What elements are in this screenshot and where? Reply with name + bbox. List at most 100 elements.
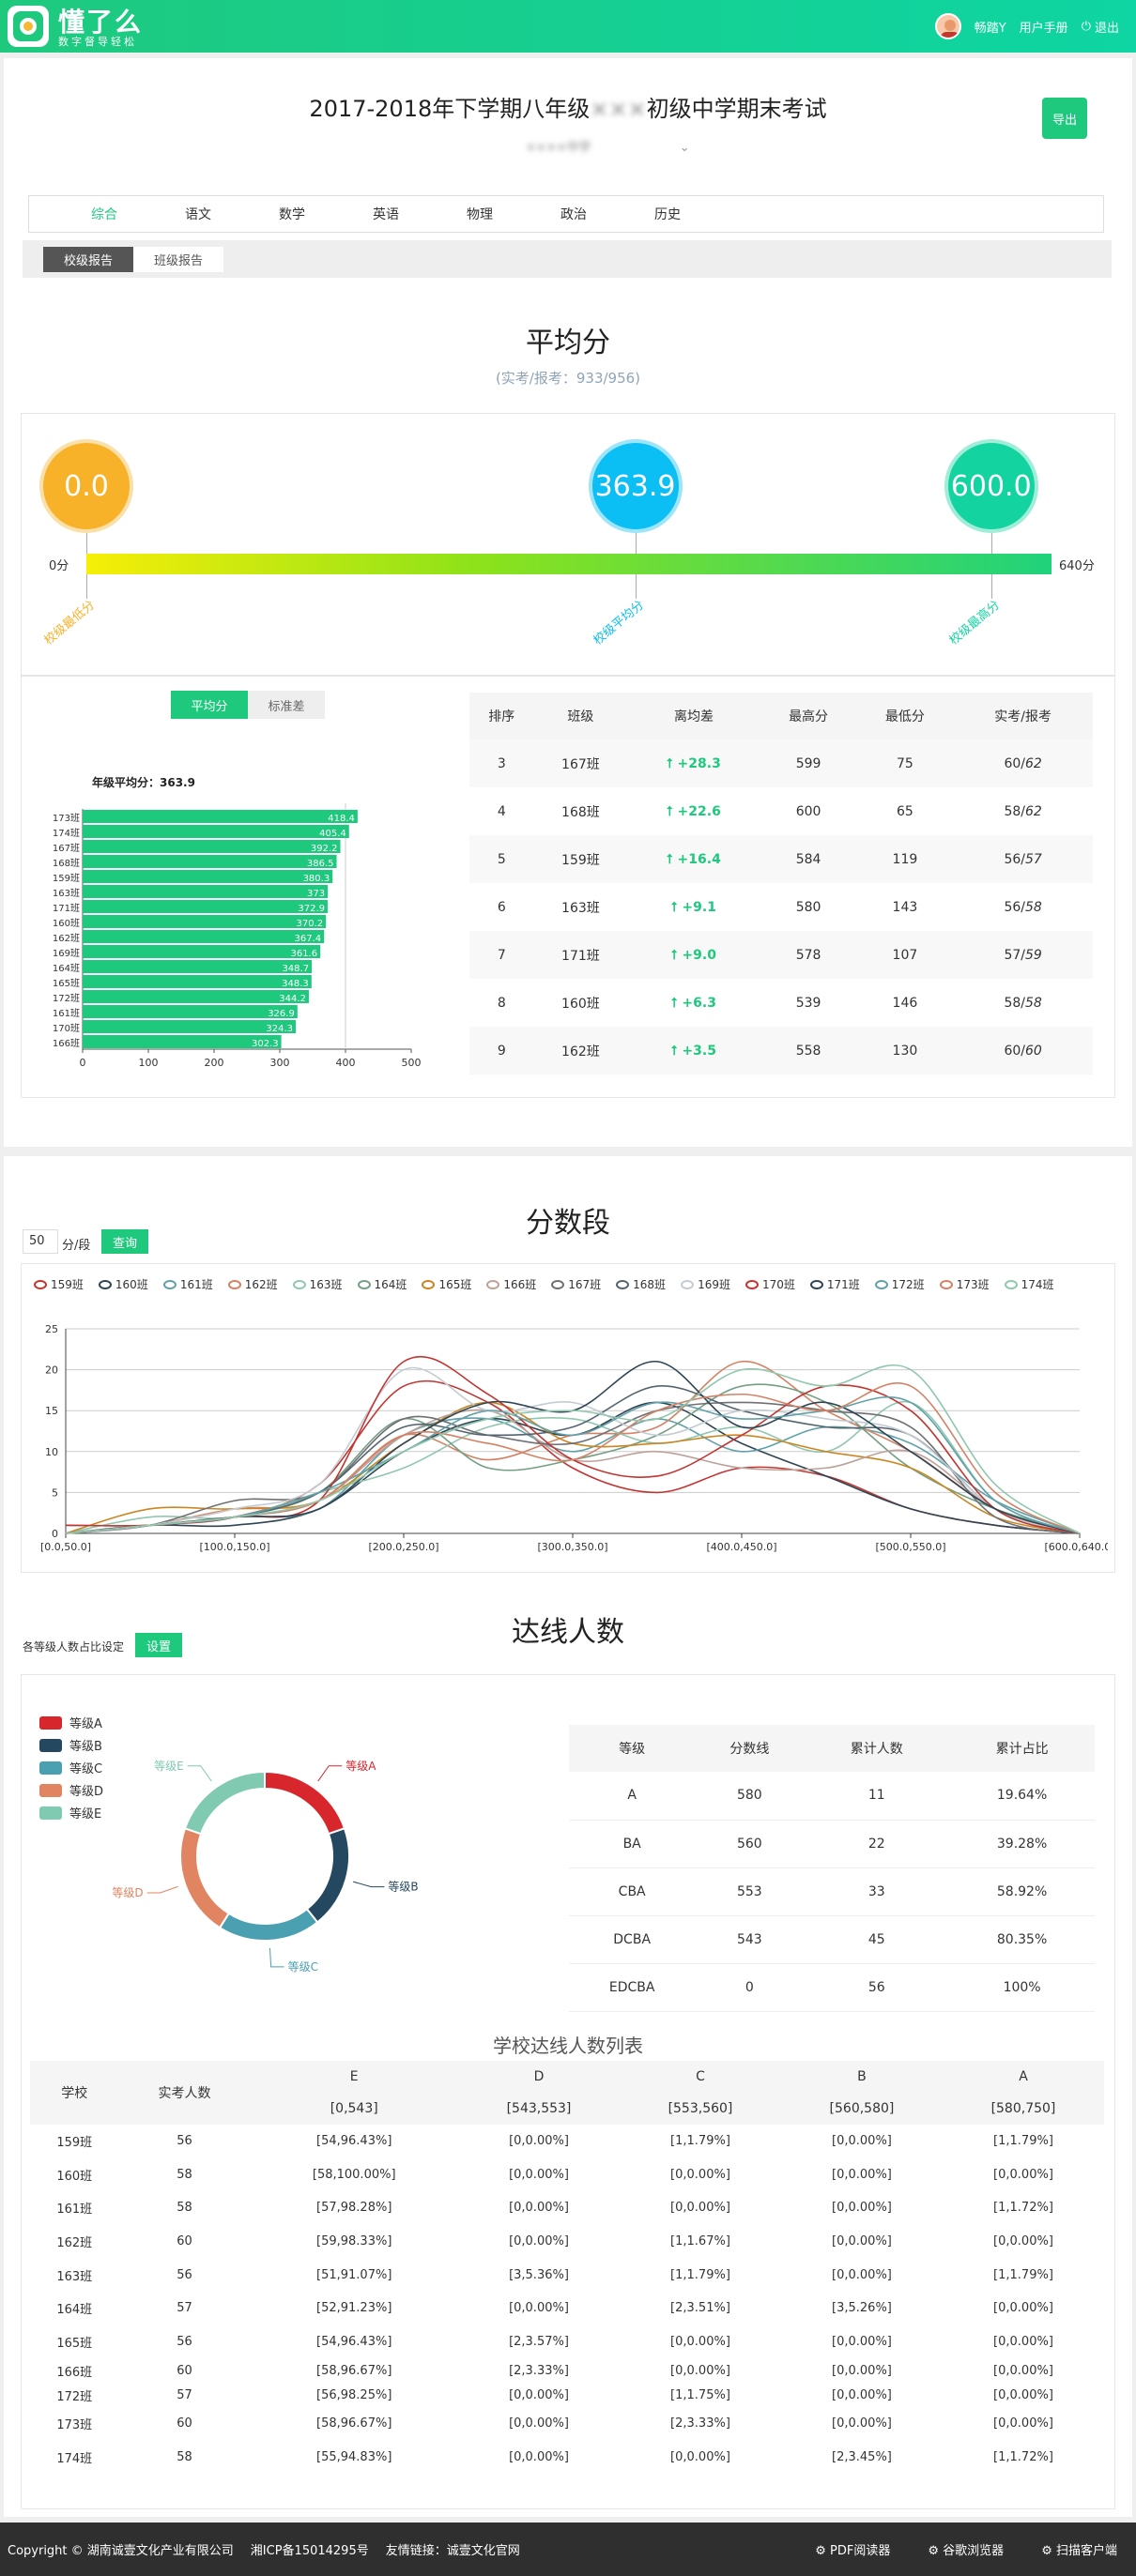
grade-cell: DCBA: [613, 1931, 652, 1947]
grade-d-cell: [3,5.36%]: [509, 2267, 569, 2282]
tab-subject[interactable]: 综合: [91, 207, 117, 222]
count-header: 实考人数: [158, 2086, 211, 2101]
tab-subject[interactable]: 语文: [185, 207, 211, 222]
cumulative-ratio-cell: 39.28%: [996, 1836, 1048, 1852]
user-manual-link[interactable]: 用户手册: [1019, 21, 1068, 36]
grade-e-cell: [51,91.07%]: [316, 2267, 392, 2282]
bar-value-label: 405.4: [319, 829, 346, 839]
grade-e-cell: [55,94.83%]: [316, 2450, 392, 2465]
legend-item[interactable]: 163班: [292, 1276, 343, 1292]
pdf-reader-link[interactable]: ⚙ PDF阅读器: [815, 2540, 890, 2558]
pie-slice[interactable]: [305, 1827, 350, 1924]
export-button[interactable]: 导出: [1042, 98, 1087, 139]
tab-subject[interactable]: 英语: [373, 207, 399, 222]
legend-item[interactable]: 166班: [486, 1276, 536, 1292]
bar-value-label: 348.3: [282, 979, 309, 989]
slice-label: 等级A: [345, 1760, 376, 1773]
count-cell: 58: [177, 2167, 192, 2182]
cutoff-cell: 0: [745, 1979, 754, 1995]
tab-subject[interactable]: 物理: [467, 207, 493, 222]
logout-label: 退出: [1094, 21, 1119, 36]
table-row: 161班 58 [57,98.28%] [0,0.00%] [0,0.00%] [0,0.…: [30, 2191, 1104, 2225]
user-name[interactable]: 畅踏Y: [974, 21, 1006, 36]
legend-item[interactable]: 170班: [745, 1276, 795, 1292]
legend-grade-e[interactable]: 等级E: [39, 1804, 101, 1821]
icp-link[interactable]: 湘ICP备15014295号: [250, 2544, 369, 2558]
circle-icon: [162, 1279, 177, 1289]
cumulative-count-cell: 45: [867, 1931, 885, 1947]
query-button[interactable]: 查询: [101, 1229, 148, 1254]
bar: [83, 1005, 298, 1018]
legend-grade-c[interactable]: 等级C: [39, 1759, 102, 1776]
setting-button[interactable]: 设置: [135, 1633, 182, 1657]
arrow-up-icon: ⭡: [670, 995, 683, 1011]
pie-slice[interactable]: [264, 1770, 346, 1836]
rank-cell: 4: [497, 803, 506, 819]
table-row: 7 171班 ⭡ +9.0 578 107 57/59: [469, 931, 1093, 979]
y-tick-label: 5: [52, 1486, 58, 1499]
rank-cell: 7: [497, 947, 506, 963]
pie-slice[interactable]: [218, 1907, 319, 1942]
legend-label: 169班: [698, 1278, 730, 1291]
legend-item[interactable]: 161班: [162, 1276, 213, 1292]
app-logo[interactable]: [8, 6, 49, 47]
pie-slice[interactable]: [179, 1827, 231, 1929]
grade-e-cell: [57,98.28%]: [316, 2201, 392, 2216]
tab-subject[interactable]: 政治: [560, 207, 587, 222]
grade-a-header: A: [1019, 2069, 1028, 2084]
tab-school-report[interactable]: 校级报告: [43, 246, 134, 272]
count-cell: 58: [177, 2450, 192, 2465]
tab-class-report[interactable]: 班级报告: [133, 246, 224, 272]
legend-item[interactable]: 162班: [227, 1276, 278, 1292]
x-tick-label: 300: [270, 1057, 290, 1069]
avg-std-toggle: 平均分 标准差: [171, 691, 325, 719]
avatar[interactable]: [934, 13, 961, 39]
legend-item[interactable]: 174班: [1004, 1276, 1054, 1292]
logo-icon: [13, 11, 43, 41]
grade-d-header: D: [533, 2069, 545, 2084]
class-cell: 163班: [561, 900, 600, 916]
circle-icon: [681, 1279, 695, 1289]
step-input[interactable]: 50: [23, 1229, 58, 1254]
legend-item[interactable]: 159班: [34, 1276, 84, 1292]
grade-cell: A: [627, 1788, 637, 1804]
category-label: 168班: [53, 858, 80, 869]
bar: [83, 975, 312, 988]
school-cell: 160班: [56, 2169, 93, 2184]
legend-item[interactable]: 172班: [874, 1276, 925, 1292]
tab-subject[interactable]: 历史: [654, 207, 681, 222]
mean-score-bubble: 363.9: [588, 439, 683, 533]
score-gradient-bar: [86, 554, 1052, 574]
toggle-stddev[interactable]: 标准差: [248, 691, 325, 719]
grade-c-cell: [0,0.00%]: [670, 2450, 730, 2465]
logout-button[interactable]: ⏻ 退出: [1082, 18, 1119, 36]
scan-client-link[interactable]: ⚙ 扫描客户端: [1041, 2540, 1117, 2558]
bar-value-label: 370.2: [296, 919, 323, 929]
legend-item[interactable]: 167班: [551, 1276, 601, 1292]
legend-item[interactable]: 160班: [98, 1276, 148, 1292]
arrow-up-icon: ⭡: [670, 947, 683, 963]
legend-item[interactable]: 164班: [357, 1276, 407, 1292]
legend-grade-b[interactable]: 等级B: [39, 1736, 102, 1754]
min-cell: 130: [892, 1043, 918, 1059]
legend-item[interactable]: 169班: [681, 1276, 730, 1292]
legend-grade-a[interactable]: 等级A: [39, 1714, 102, 1731]
friend-links[interactable]: 友情链接：诚壹文化官网: [385, 2544, 520, 2558]
legend-item[interactable]: 165班: [422, 1276, 471, 1292]
cutoff-cell: 543: [736, 1931, 762, 1947]
school-name: ××××中学: [526, 141, 591, 155]
bar: [83, 960, 313, 973]
school-select[interactable]: ××××中学 ⌄: [526, 137, 690, 155]
legend-grade-d[interactable]: 等级D: [39, 1781, 103, 1799]
table-row: 5 159班 ⭡ +16.4 584 119 56/57: [469, 835, 1093, 883]
legend-item[interactable]: 171班: [809, 1276, 860, 1292]
grade-e-cell: [58,100.00%]: [312, 2167, 396, 2182]
legend-item[interactable]: 168班: [616, 1276, 666, 1292]
pie-slice[interactable]: [183, 1770, 266, 1836]
legend-item[interactable]: 173班: [939, 1276, 990, 1292]
tab-subject[interactable]: 数学: [279, 207, 305, 222]
toggle-average[interactable]: 平均分: [171, 691, 248, 719]
browser-link[interactable]: ⚙ 谷歌浏览器: [928, 2540, 1004, 2558]
grade-d-cell: [2,3.57%]: [509, 2334, 569, 2349]
table-row: 164班 57 [52,91.23%] [0,0.00%] [2,3.51%] [3,5.…: [30, 2292, 1104, 2325]
